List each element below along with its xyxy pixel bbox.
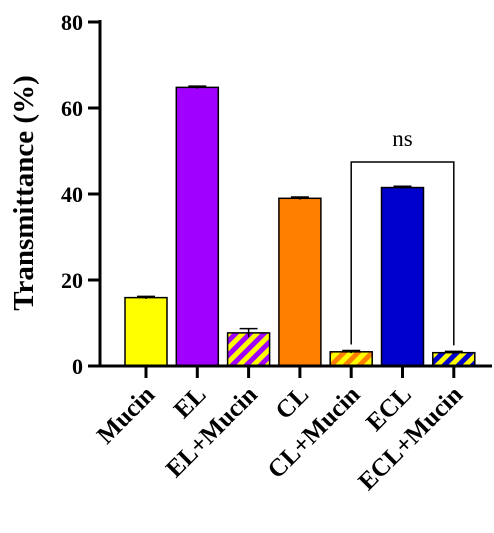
x-tick-label: Mucin: [92, 381, 160, 449]
y-tick-label: 40: [61, 182, 83, 207]
bar-cl-plus-mucin: [329, 351, 373, 367]
x-tick-label: EL: [169, 381, 212, 424]
error-bars-layer: [137, 85, 463, 354]
y-ticks: 0 20 40 60 80: [61, 10, 100, 379]
bars-layer: [124, 86, 476, 367]
bar-ecl-plus-mucin: [432, 351, 476, 367]
x-tick-label: CL+Mucin: [263, 381, 366, 484]
bar-mucin: [124, 296, 168, 367]
x-tick-label: CL: [270, 381, 314, 425]
significance-bracket-line: [350, 161, 455, 346]
significance-bracket: ns: [350, 126, 455, 346]
bar-ecl: [380, 186, 425, 367]
bar-el: [175, 86, 220, 367]
y-tick-label: 20: [61, 268, 83, 293]
y-tick-label: 0: [72, 354, 83, 379]
y-tick-label: 60: [61, 96, 83, 121]
y-tick-label: 80: [61, 10, 83, 35]
significance-label: ns: [392, 126, 413, 151]
y-axis-label: Transmittance (%): [8, 75, 40, 310]
bar-el-plus-mucin: [226, 332, 271, 367]
bar-cl: [278, 197, 322, 367]
